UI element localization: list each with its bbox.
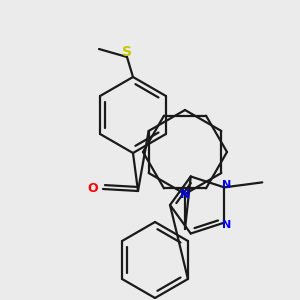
Text: S: S bbox=[122, 45, 132, 59]
Text: O: O bbox=[88, 182, 98, 194]
Text: N: N bbox=[222, 220, 231, 230]
Text: N: N bbox=[180, 188, 190, 200]
Text: N: N bbox=[222, 180, 231, 190]
